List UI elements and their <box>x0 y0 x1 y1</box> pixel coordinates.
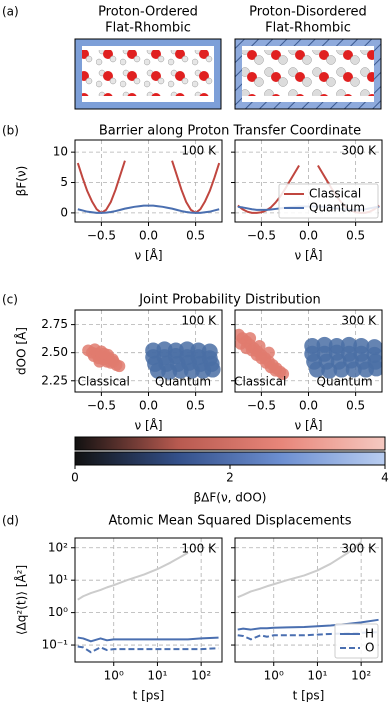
image-title: Proton-Disordered <box>249 5 367 20</box>
annotation: 300 K <box>341 144 377 158</box>
x-tick-label: 0.5 <box>186 229 205 243</box>
x-tick-label: −0.5 <box>87 229 116 243</box>
annotation: 100 K <box>181 314 217 328</box>
y-tick-label: 2.50 <box>41 345 68 359</box>
legend-label: Quantum <box>309 201 365 215</box>
y-tick-label: 10⁻¹ <box>42 638 69 652</box>
x-tick-label: −0.5 <box>87 399 116 413</box>
cluster-label: Quantum <box>155 375 211 389</box>
cluster-label: Classical <box>78 375 130 389</box>
y-tick-label: 10¹ <box>48 573 68 587</box>
structure-image <box>75 39 221 109</box>
x-tick-label: 0.5 <box>186 399 205 413</box>
cluster-label: Quantum <box>317 375 373 389</box>
x-tick-label: −0.5 <box>247 229 276 243</box>
colorbar <box>75 437 385 450</box>
panel-label: (d) <box>2 514 19 528</box>
point <box>95 346 107 358</box>
x-axis-label: t [ps] <box>293 689 325 703</box>
x-tick-label: 10⁰ <box>264 669 284 683</box>
y-tick-label: 10² <box>48 540 68 554</box>
x-tick-label: 0.0 <box>139 229 158 243</box>
y-tick-label: 0 <box>60 205 68 219</box>
point <box>107 353 119 365</box>
image-title: Proton-Ordered <box>98 5 198 20</box>
y-tick-label: 5 <box>60 175 68 189</box>
x-tick-label: 0.0 <box>299 399 318 413</box>
image-title: Flat-Rhombic <box>265 21 351 36</box>
x-axis-label: ν [Å] <box>134 418 162 433</box>
panel-label: (c) <box>2 293 18 307</box>
point <box>263 347 275 359</box>
plot-area <box>78 553 219 652</box>
cluster-label: Classical <box>234 375 286 389</box>
panel-title: Barrier along Proton Transfer Coordinate <box>99 124 361 139</box>
panel-title: Atomic Mean Squared Displacements <box>108 514 351 529</box>
image-title: Flat-Rhombic <box>105 21 191 36</box>
x-tick-label: 10¹ <box>147 669 167 683</box>
line <box>78 638 219 642</box>
colorbar-tick-label: 0 <box>71 471 79 485</box>
panel-label: (b) <box>2 124 19 138</box>
x-tick-label: 10² <box>351 669 371 683</box>
x-axis-label: ν [Å] <box>294 248 322 263</box>
x-axis-label: ν [Å] <box>294 418 322 433</box>
x-axis-label: ν [Å] <box>134 248 162 263</box>
x-tick-label: −0.5 <box>247 399 276 413</box>
x-tick-label: 0.5 <box>346 399 365 413</box>
annotation: 100 K <box>181 144 217 158</box>
panel-label: (a) <box>2 5 19 19</box>
x-tick-label: 10¹ <box>307 669 327 683</box>
x-tick-label: 0.0 <box>139 399 158 413</box>
y-tick-label: 2.25 <box>41 373 68 387</box>
plot-area <box>233 329 385 380</box>
colorbar-label: βΔF(ν, dOO) <box>194 491 267 505</box>
legend-label: O <box>365 641 374 655</box>
x-tick-label: 0.5 <box>346 229 365 243</box>
y-axis-label: βF(ν) <box>15 166 29 197</box>
line <box>78 553 188 600</box>
y-tick-label: 2.75 <box>41 317 68 331</box>
panel-title: Joint Probability Distribution <box>138 293 321 308</box>
annotation: 300 K <box>341 314 377 328</box>
legend-label: H <box>365 627 374 641</box>
annotation: 100 K <box>181 542 217 556</box>
y-tick-label: 10⁰ <box>48 605 68 619</box>
colorbar-tick-label: 2 <box>226 471 234 485</box>
line <box>78 647 219 653</box>
y-tick-label: 10 <box>53 145 68 159</box>
y-axis-label: dOO [Å] <box>14 327 29 375</box>
point <box>244 332 256 344</box>
structure-image <box>235 39 381 109</box>
x-tick-label: 0.0 <box>299 229 318 243</box>
x-tick-label: 10² <box>191 669 211 683</box>
y-axis-label: ⟨Δq²(t)⟩ [Å²] <box>14 565 29 635</box>
axes-frame <box>75 538 222 662</box>
colorbar-tick-label: 4 <box>381 471 389 485</box>
x-tick-label: 10⁰ <box>104 669 124 683</box>
annotation: 300 K <box>341 542 377 556</box>
legend-label: Classical <box>309 187 361 201</box>
colorbar <box>75 452 385 465</box>
x-axis-label: t [ps] <box>133 689 165 703</box>
